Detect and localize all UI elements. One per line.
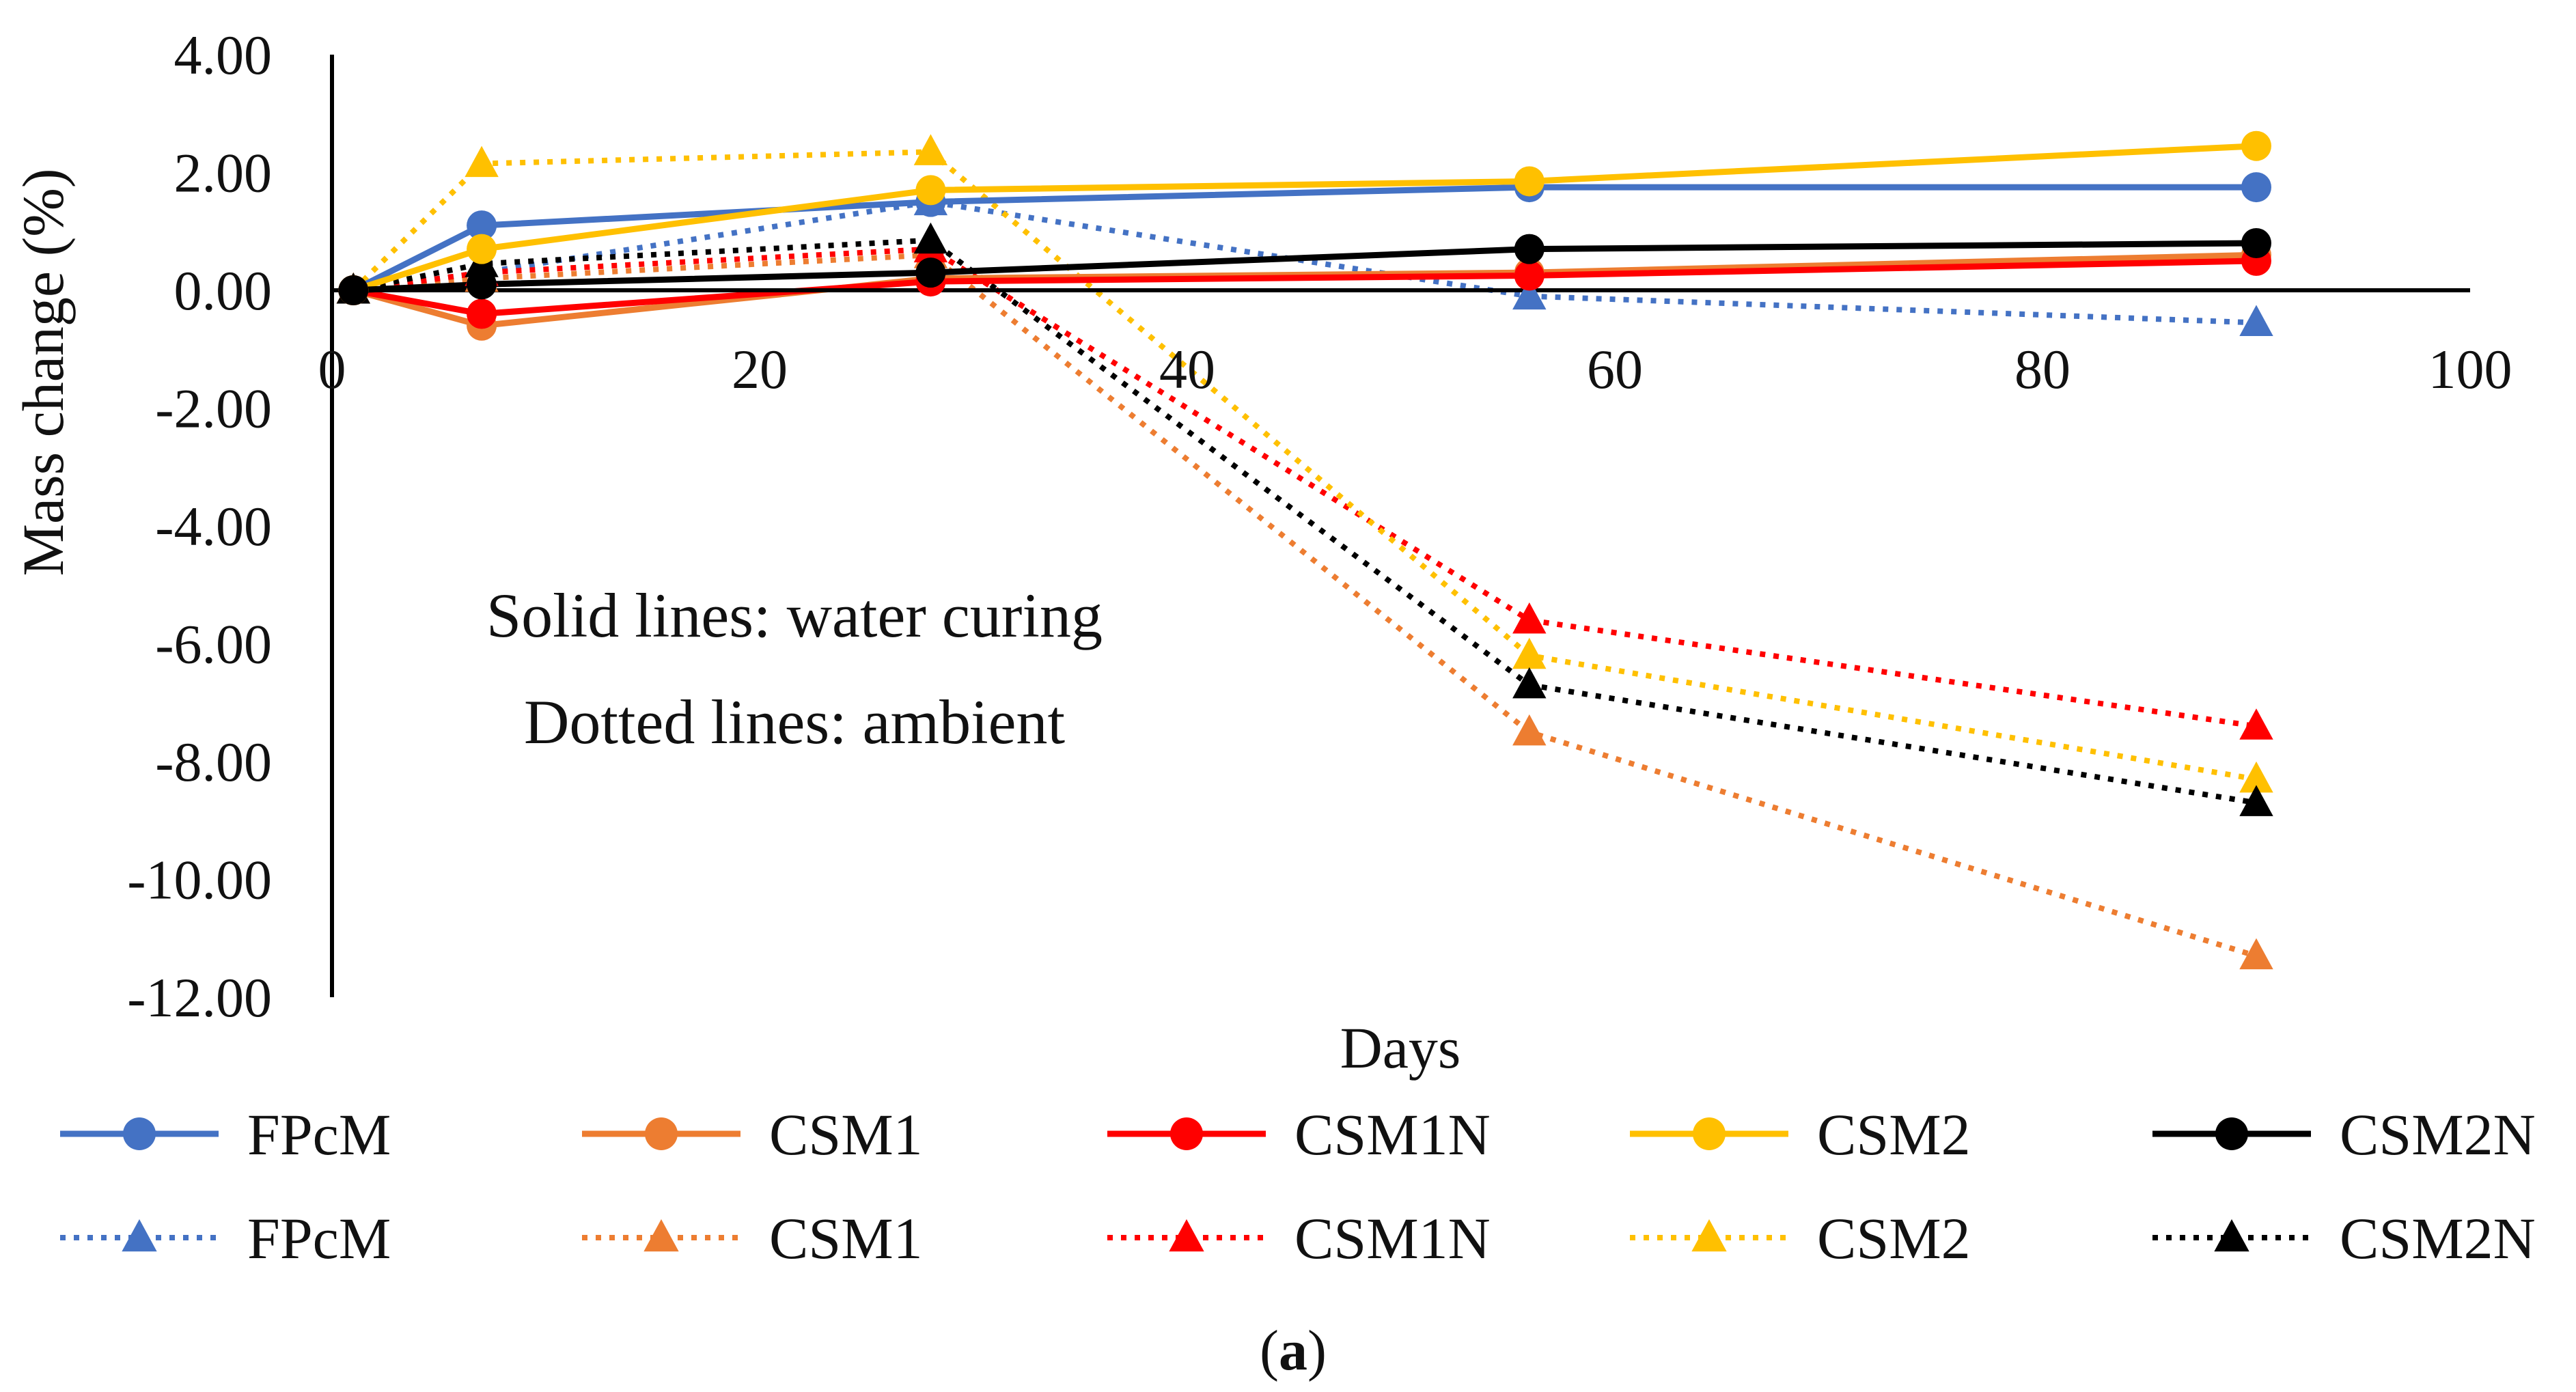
x-tick-label: 40	[1159, 338, 1215, 400]
data-point-csm2-water	[1514, 166, 1545, 197]
legend-marker-fpcm-water	[123, 1117, 156, 1150]
legend-label-csm1n-water: CSM1N	[1294, 1102, 1491, 1167]
legend-label-fpcm-ambient: FPcM	[247, 1206, 391, 1271]
y-axis-title: Mass change (%)	[10, 168, 76, 576]
x-axis-title: Days	[1340, 1015, 1461, 1081]
y-tick-label: 2.00	[174, 142, 273, 204]
data-point-csm2n-ambient	[2239, 785, 2273, 816]
data-point-csm2n-ambient	[913, 222, 948, 254]
legend-marker-csm2n-ambient	[2214, 1219, 2249, 1252]
legend: FPcM CSM1 CSM1N CSM2 CSM2N FPcM CSM1 CSM1N CSM2 C…	[60, 1102, 2536, 1271]
y-tick-label: -8.00	[155, 731, 272, 793]
data-point-csm1n-ambient	[1512, 602, 1547, 634]
data-point-csm2n-ambient	[1512, 667, 1547, 699]
legend-label-csm1n-ambient: CSM1N	[1294, 1206, 1491, 1271]
data-point-fpcm-water	[2241, 172, 2271, 203]
data-point-csm1n-water	[467, 298, 497, 329]
x-tick-label: 0	[318, 338, 346, 400]
annotation-dotted-lines: Dotted lines: ambient	[524, 687, 1066, 757]
legend-marker-fpcm-ambient	[122, 1219, 157, 1252]
legend-label-csm2n-ambient: CSM2N	[2340, 1206, 2536, 1271]
caption-open: (	[1260, 1319, 1279, 1382]
legend-label-csm1-water: CSM1	[769, 1102, 923, 1167]
y-tick-label: -6.00	[155, 613, 272, 676]
y-tick-label: 0.00	[174, 260, 273, 322]
data-point-csm2-ambient	[1512, 637, 1547, 669]
y-tick-label: -10.00	[127, 849, 272, 911]
data-point-csm2n-water	[467, 269, 497, 300]
series-line-csm2n-ambient	[352, 237, 2257, 806]
legend-marker-csm2n-water	[2215, 1117, 2248, 1150]
data-point-fpcm-ambient	[1512, 278, 1547, 310]
data-point-csm2-water	[915, 175, 946, 206]
data-point-csm2n-water	[338, 275, 369, 305]
marker-layer	[336, 130, 2273, 970]
legend-marker-csm2-ambient	[1691, 1219, 1727, 1252]
x-tick-label: 20	[732, 338, 788, 400]
x-tick-label: 80	[2014, 338, 2071, 400]
data-point-csm1-ambient	[1512, 714, 1547, 746]
data-point-csm2-ambient	[465, 145, 499, 178]
y-tick-label: -12.00	[127, 966, 272, 1029]
data-point-csm2-ambient	[2239, 761, 2273, 793]
x-tick-labels: 0 20 40 60 80 100	[318, 338, 2512, 400]
x-tick-label: 60	[1587, 338, 1643, 400]
data-point-csm1n-ambient	[2239, 708, 2273, 740]
caption-close: )	[1307, 1319, 1327, 1382]
legend-label-csm1-ambient: CSM1	[769, 1206, 923, 1271]
data-point-csm2n-water	[915, 257, 946, 288]
y-tick-label: 4.00	[174, 24, 273, 86]
data-point-csm2-ambient	[913, 134, 948, 165]
y-tick-label: -4.00	[155, 495, 272, 557]
x-tick-label: 100	[2428, 338, 2512, 400]
legend-marker-csm1-water	[645, 1117, 678, 1150]
legend-marker-csm1n-water	[1170, 1117, 1203, 1150]
legend-label-csm2-water: CSM2	[1817, 1102, 1971, 1167]
annotation-solid-lines: Solid lines: water curing	[486, 581, 1103, 650]
legend-marker-csm1n-ambient	[1169, 1219, 1204, 1252]
legend-marker-csm1-ambient	[643, 1219, 679, 1252]
data-point-csm2-water	[467, 234, 497, 264]
legend-label-csm2n-water: CSM2N	[2340, 1102, 2536, 1167]
data-point-csm2n-water	[1514, 234, 1545, 264]
y-tick-labels: 4.00 2.00 0.00 -2.00 -4.00 -6.00 -8.00 -10.00 -1…	[127, 24, 272, 1029]
data-point-csm2-water	[2241, 130, 2271, 161]
legend-label-csm2-ambient: CSM2	[1817, 1206, 1971, 1271]
data-point-fpcm-water	[467, 210, 497, 241]
figure-caption: (a)	[1260, 1319, 1327, 1382]
caption-letter: a	[1279, 1319, 1307, 1382]
legend-label-fpcm-water: FPcM	[247, 1102, 391, 1167]
data-point-csm2n-water	[2241, 228, 2271, 258]
axes-layer	[330, 55, 2470, 997]
legend-marker-csm2-water	[1693, 1117, 1726, 1150]
data-point-csm1-ambient	[2239, 938, 2273, 970]
y-tick-label: -2.00	[155, 378, 272, 440]
data-point-csm1n-water	[1514, 260, 1545, 291]
data-point-fpcm-ambient	[2239, 305, 2273, 336]
